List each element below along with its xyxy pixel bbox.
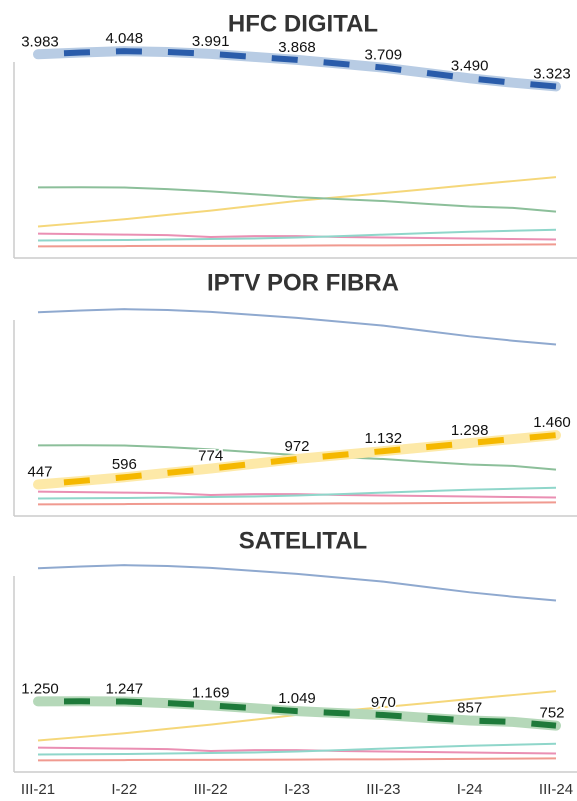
data-label: 1.460 bbox=[533, 414, 571, 431]
data-label: 3.983 bbox=[21, 33, 59, 50]
x-tick-label: III-21 bbox=[21, 781, 55, 798]
x-tick-label: III-24 bbox=[539, 781, 573, 798]
x-tick-label: I-24 bbox=[457, 781, 483, 798]
faint-line bbox=[37, 243, 557, 248]
data-label: 1.132 bbox=[365, 430, 403, 447]
x-tick-label: III-23 bbox=[366, 781, 400, 798]
data-label: 1.250 bbox=[21, 680, 59, 697]
x-tick-label: III-22 bbox=[194, 781, 228, 798]
panel-title: IPTV POR FIBRA bbox=[207, 269, 399, 296]
x-tick-label: I-23 bbox=[284, 781, 310, 798]
faint-line bbox=[37, 490, 557, 499]
data-label: 3.991 bbox=[192, 33, 230, 50]
panel-title: SATELITAL bbox=[239, 527, 367, 554]
data-label: 857 bbox=[457, 699, 482, 716]
data-label: 1.049 bbox=[278, 690, 316, 707]
data-label: 752 bbox=[539, 705, 564, 722]
faint-line bbox=[37, 746, 557, 755]
faint-line bbox=[37, 757, 557, 762]
highlight-line bbox=[37, 48, 557, 90]
data-label: 1.298 bbox=[451, 422, 489, 439]
faint-line bbox=[37, 228, 557, 242]
data-label: 972 bbox=[284, 438, 309, 455]
faint-line bbox=[37, 186, 557, 213]
faint-line bbox=[37, 501, 557, 506]
panel-title: HFC DIGITAL bbox=[228, 10, 378, 37]
highlight-line bbox=[37, 432, 557, 488]
data-label: 1.169 bbox=[192, 684, 230, 701]
data-label: 1.247 bbox=[106, 681, 144, 698]
data-label: 596 bbox=[112, 456, 137, 473]
data-label: 3.490 bbox=[451, 57, 489, 74]
data-label: 3.709 bbox=[365, 47, 403, 64]
data-label: 970 bbox=[371, 694, 396, 711]
faint-line bbox=[37, 486, 557, 500]
faint-line bbox=[37, 564, 557, 602]
faint-line bbox=[37, 742, 557, 756]
data-label: 774 bbox=[198, 448, 223, 465]
data-label: 447 bbox=[27, 463, 52, 480]
data-label: 4.048 bbox=[106, 30, 144, 47]
faint-line bbox=[37, 232, 557, 241]
data-label: 3.323 bbox=[533, 65, 571, 82]
faint-line bbox=[37, 176, 557, 228]
x-tick-label: I-22 bbox=[111, 781, 137, 798]
faint-line bbox=[37, 308, 557, 346]
data-label: 3.868 bbox=[278, 39, 316, 56]
highlight-line bbox=[37, 698, 557, 729]
